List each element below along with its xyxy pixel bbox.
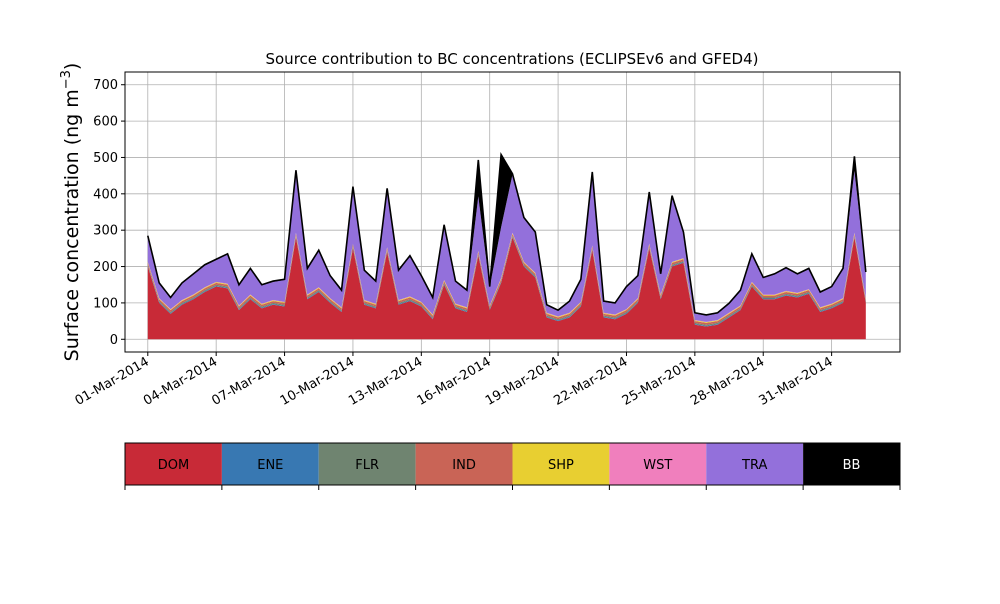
y-axis-label: Surface concentration (ng m−3) (59, 63, 83, 362)
total-outline (147, 151, 867, 316)
x-axis: 01-Mar-201404-Mar-201407-Mar-201410-Mar-… (73, 352, 836, 409)
plot-frame (124, 71, 901, 353)
x-tick-label: 22-Mar-2014 (551, 354, 630, 408)
legend-swatch-tra (706, 443, 804, 485)
legend-swatch-wst (609, 443, 707, 485)
legend-label-ene: ENE (257, 458, 283, 473)
y-tick-label: 500 (93, 151, 118, 166)
legend-label-dom: DOM (158, 458, 189, 473)
legend-label-bb: BB (843, 458, 861, 473)
legend-label-wst: WST (643, 458, 672, 473)
y-axis-label-exponent: −3 (59, 70, 74, 89)
legend-swatch-flr (318, 443, 416, 485)
y-tick-label: 0 (110, 333, 118, 348)
area-bb (147, 154, 866, 316)
legend-label-ind: IND (452, 458, 476, 473)
chart-title: Source contribution to BC concentrations… (265, 50, 758, 68)
y-tick-label: 600 (93, 115, 118, 130)
legend-swatch-bb (803, 443, 900, 485)
legend-swatch-ene (221, 443, 319, 485)
svg-text:Surface concentration (ng m−3): Surface concentration (ng m−3) (59, 63, 83, 362)
x-tick-label: 25-Mar-2014 (620, 354, 699, 408)
y-tick-label: 300 (93, 224, 118, 239)
legend-label-flr: FLR (355, 458, 379, 473)
legend-colorbar: DOM ENE FLR IND SHP WST TRA BB (124, 442, 901, 490)
legend-swatch-shp (512, 443, 610, 485)
legend-label-shp: SHP (548, 458, 574, 473)
x-tick-label: 31-Mar-2014 (756, 354, 835, 408)
stacked-areas (147, 154, 866, 340)
x-tick-label: 28-Mar-2014 (688, 354, 767, 408)
area-dom (147, 237, 866, 340)
x-tick-label: 13-Mar-2014 (346, 354, 425, 408)
x-tick-label: 10-Mar-2014 (278, 354, 357, 408)
y-axis-label-text: Surface concentration (ng m (61, 89, 83, 361)
legend-swatch-dom (125, 443, 222, 485)
y-tick-label: 200 (93, 260, 118, 275)
y-axis-label-suffix: ) (61, 63, 83, 70)
y-tick-label: 700 (93, 78, 118, 93)
x-tick-label: 04-Mar-2014 (141, 354, 220, 408)
legend-label-tra: TRA (741, 458, 767, 473)
x-tick-label: 01-Mar-2014 (73, 354, 152, 408)
x-tick-label: 16-Mar-2014 (415, 354, 494, 408)
x-tick-label: 19-Mar-2014 (483, 354, 562, 408)
x-tick-label: 07-Mar-2014 (209, 354, 288, 408)
legend-swatch-ind (415, 443, 513, 485)
area-tra (147, 170, 866, 322)
y-axis: 0 100 200 300 400 500 600 700 (93, 78, 125, 348)
y-tick-label: 100 (93, 296, 118, 311)
y-tick-label: 400 (93, 187, 118, 202)
